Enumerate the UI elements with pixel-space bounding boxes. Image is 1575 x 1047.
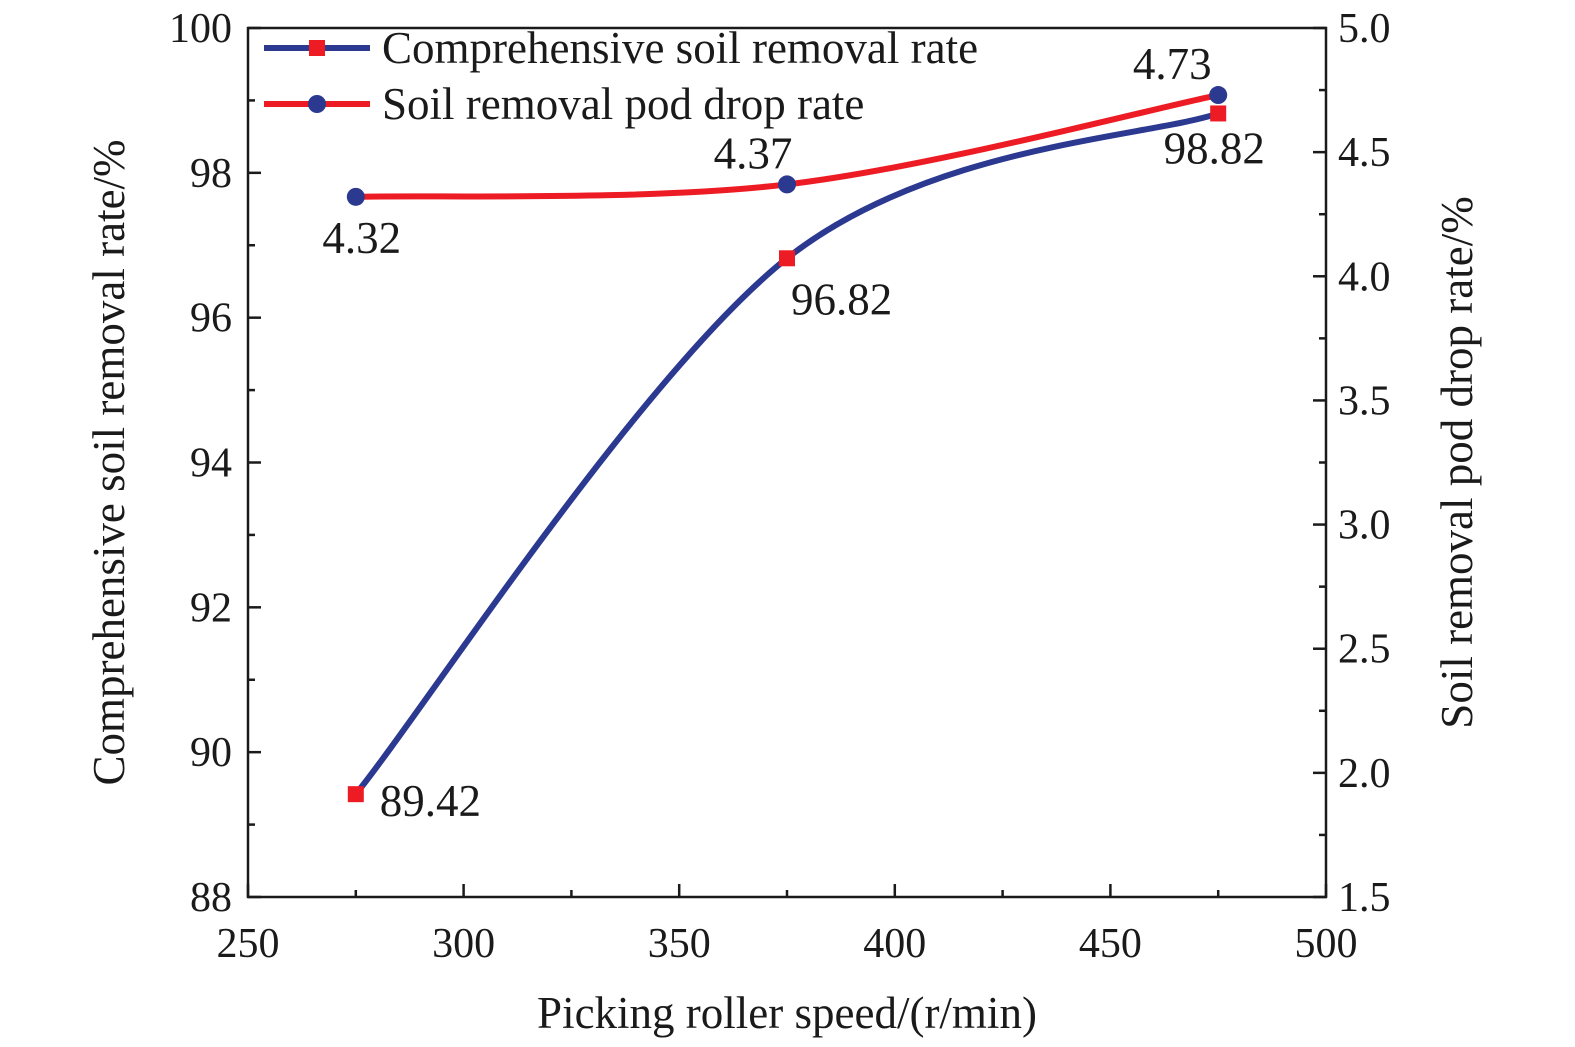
data-label-comprehensive: 96.82 <box>791 274 892 324</box>
y2-tick-label: 1.5 <box>1338 875 1391 921</box>
x-tick-label: 250 <box>217 921 280 967</box>
series-line-comprehensive <box>352 110 1222 798</box>
y2-tick-label: 4.5 <box>1338 130 1391 176</box>
data-point-pod-drop <box>778 175 796 194</box>
data-point-comprehensive <box>779 250 795 267</box>
data-label-pod-drop: 4.73 <box>1133 39 1212 89</box>
x-tick-label: 500 <box>1295 921 1358 967</box>
x-axis-title: Picking roller speed/(r/min) <box>537 988 1037 1038</box>
data-point-pod-drop <box>1209 86 1228 105</box>
x-tick-label: 350 <box>648 921 711 967</box>
y2-tick-label: 3.0 <box>1338 503 1391 549</box>
x-tick-label: 300 <box>432 921 495 967</box>
y-axis-title: Comprehensive soil removal rate/% <box>84 139 134 785</box>
tick-labels-layer: 250 300 350 400 450 500 88 90 92 94 96 98 100 1.5 2.0 2… <box>169 6 1391 967</box>
legend-item-pod-drop: Soil removal pod drop rate <box>264 79 864 129</box>
y2-tick-label: 2.5 <box>1338 627 1391 673</box>
y-tick-label: 88 <box>190 875 232 921</box>
y2-tick-label: 4.0 <box>1338 254 1391 300</box>
y2-tick-label: 2.0 <box>1338 751 1391 797</box>
data-point-comprehensive <box>1210 105 1227 122</box>
y2-axis-title: Soil removal pod drop rate/% <box>1432 196 1482 728</box>
data-label-pod-drop: 4.37 <box>714 128 793 178</box>
markers-layer <box>346 86 1228 803</box>
x-tick-label: 450 <box>1079 921 1142 967</box>
y2-tick-label: 5.0 <box>1338 6 1391 52</box>
ticks-layer <box>246 26 1328 899</box>
x-tick-label: 400 <box>863 921 926 967</box>
data-label-comprehensive: 89.42 <box>380 776 481 826</box>
data-label-pod-drop: 4.32 <box>322 213 401 263</box>
legend-marker-square <box>309 40 325 56</box>
data-labels-layer: 89.42 96.82 98.82 4.32 4.37 4.73 <box>322 39 1264 826</box>
y-tick-label: 92 <box>190 585 232 631</box>
data-point-comprehensive <box>347 786 364 803</box>
legend-label-comprehensive: Comprehensive soil removal rate <box>382 23 978 73</box>
y-tick-label: 98 <box>190 151 232 197</box>
y-tick-label: 96 <box>190 296 232 342</box>
legend-item-comprehensive: Comprehensive soil removal rate <box>264 23 978 73</box>
data-point-pod-drop <box>346 187 365 206</box>
y-tick-label: 90 <box>190 730 232 776</box>
legend: Comprehensive soil removal rate Soil rem… <box>264 23 978 129</box>
y-tick-label: 100 <box>169 6 232 52</box>
y-tick-label: 94 <box>190 441 232 487</box>
y2-tick-label: 3.5 <box>1338 378 1391 424</box>
legend-label-pod-drop: Soil removal pod drop rate <box>382 79 864 129</box>
data-label-comprehensive: 98.82 <box>1164 123 1265 173</box>
legend-marker-circle <box>308 95 326 113</box>
